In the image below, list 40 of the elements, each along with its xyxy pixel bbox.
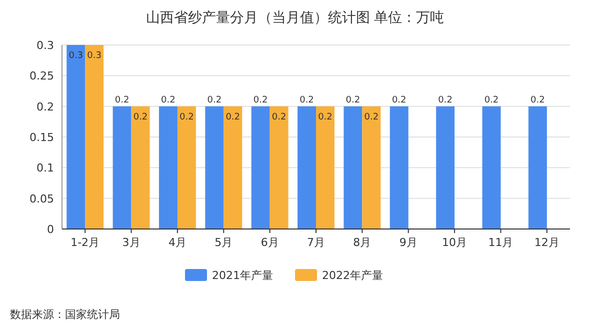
data-label: 0.3 bbox=[68, 51, 84, 61]
x-tick-label: 1-2月 bbox=[70, 236, 100, 249]
data-label: 0.2 bbox=[161, 95, 176, 106]
data-label: 0.2 bbox=[392, 95, 406, 106]
data-label: 0.2 bbox=[180, 112, 194, 122]
y-tick-label: 0.05 bbox=[30, 192, 54, 206]
data-label: 0.2 bbox=[207, 95, 222, 106]
x-tick-label: 5月 bbox=[214, 236, 233, 249]
chart-title: 山西省纱产量分月（当月值）统计图 单位：万吨 bbox=[146, 10, 444, 26]
data-label: 0.2 bbox=[114, 95, 130, 106]
data-label: 0.2 bbox=[300, 95, 314, 106]
x-tick-label: 10月 bbox=[442, 236, 468, 249]
y-tick-label: 0.25 bbox=[30, 70, 54, 83]
y-tick-label: 0.2 bbox=[36, 100, 54, 114]
data-label: 0.2 bbox=[484, 95, 499, 106]
source-note: 数据来源：国家统计局 bbox=[10, 308, 120, 321]
data-label: 0.2 bbox=[253, 95, 268, 106]
y-tick-label: 0.3 bbox=[36, 39, 54, 52]
y-tick-label: 0 bbox=[47, 223, 54, 236]
data-label: 0.2 bbox=[438, 95, 452, 106]
data-label: 0.2 bbox=[272, 112, 286, 122]
x-tick-label: 4月 bbox=[168, 236, 186, 249]
legend-label: 2021年产量 bbox=[212, 269, 273, 282]
legend-label: 2022年产量 bbox=[322, 269, 383, 282]
data-label: 0.2 bbox=[530, 95, 545, 106]
data-label: 0.2 bbox=[346, 95, 360, 106]
x-tick-label: 11月 bbox=[488, 236, 514, 249]
data-label: 0.3 bbox=[87, 51, 102, 61]
x-tick-label: 9月 bbox=[399, 236, 418, 249]
x-tick-label: 8月 bbox=[353, 236, 372, 249]
y-tick-label: 0.1 bbox=[36, 162, 54, 175]
x-tick-label: 12月 bbox=[534, 236, 560, 249]
data-label: 0.2 bbox=[318, 112, 332, 122]
y-tick-label: 0.15 bbox=[30, 131, 54, 144]
data-label: 0.2 bbox=[364, 112, 379, 122]
data-label: 0.2 bbox=[133, 112, 148, 122]
x-tick-label: 3月 bbox=[122, 236, 140, 249]
x-tick-label: 7月 bbox=[307, 236, 325, 249]
data-label: 0.2 bbox=[226, 112, 240, 122]
x-tick-label: 6月 bbox=[260, 236, 279, 249]
